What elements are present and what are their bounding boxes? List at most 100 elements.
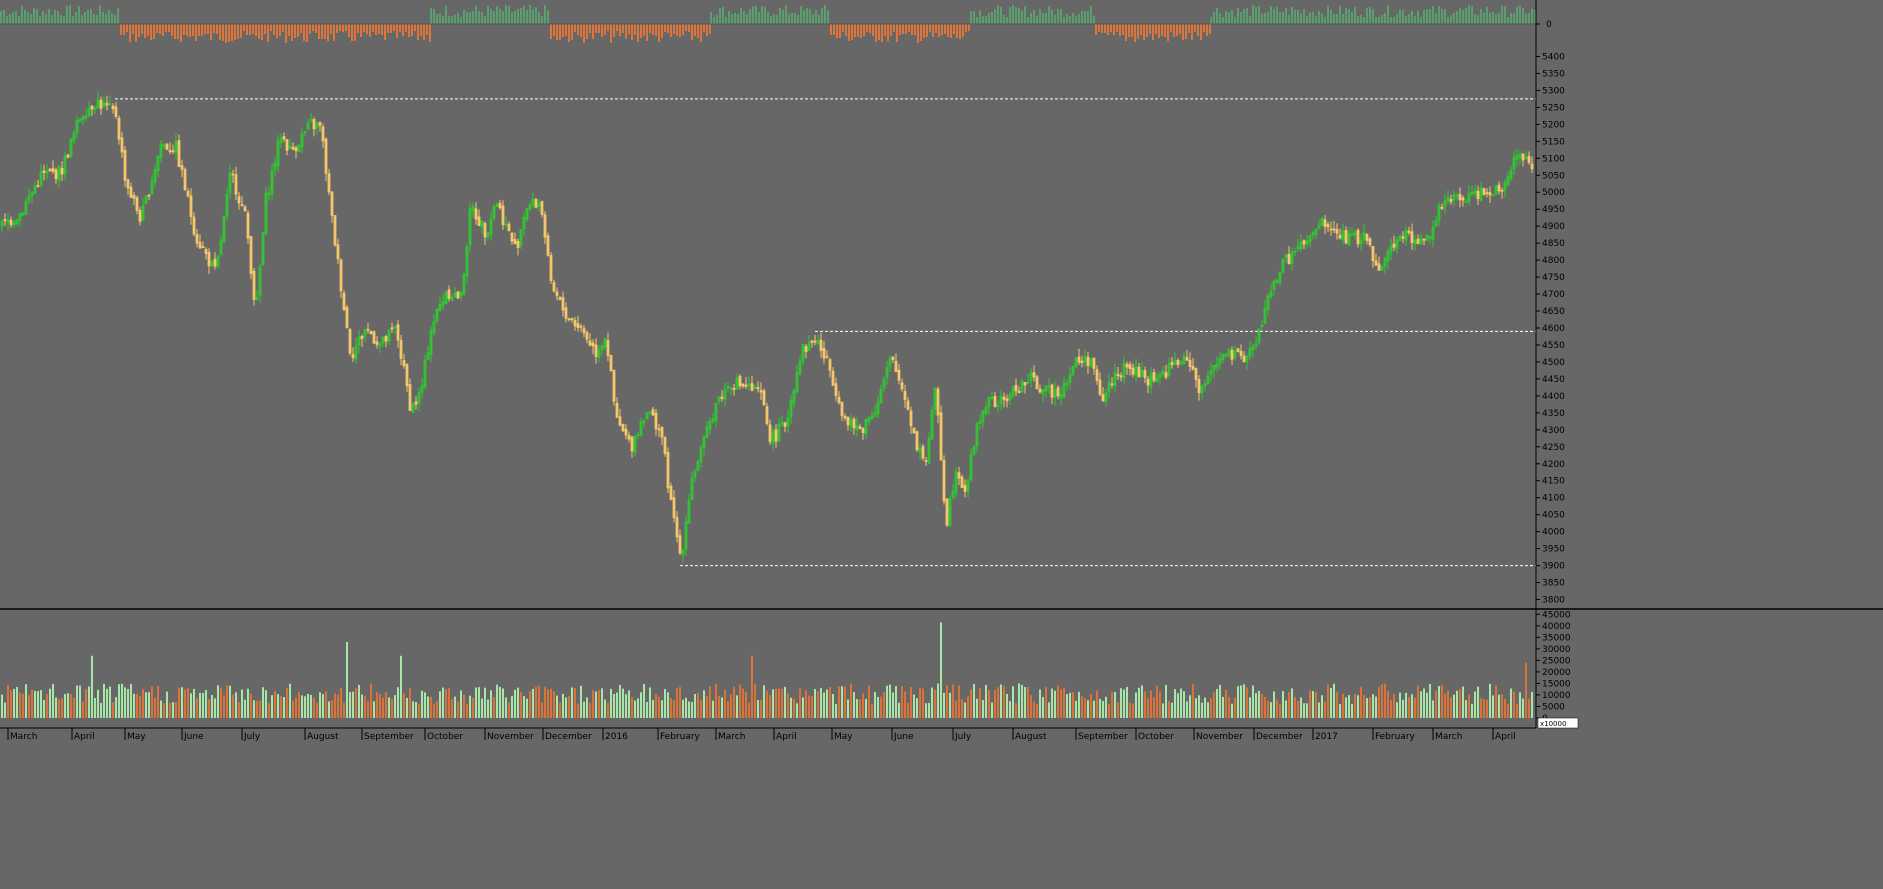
candle-body xyxy=(255,296,259,300)
candlestick xyxy=(726,382,730,393)
candle-body xyxy=(522,216,526,230)
candlestick xyxy=(258,263,262,304)
histogram-bar xyxy=(102,12,104,24)
candlestick xyxy=(57,164,61,188)
candle-body xyxy=(1371,245,1375,262)
candle-body xyxy=(1443,200,1447,207)
volume-bar xyxy=(706,696,708,718)
histogram-bar xyxy=(1489,13,1491,24)
volume-bar xyxy=(1447,690,1449,718)
candle-body xyxy=(54,169,58,180)
histogram-bar xyxy=(457,13,459,24)
candlestick xyxy=(108,95,112,106)
candle-body xyxy=(294,147,298,152)
volume-bar xyxy=(1147,698,1149,718)
candlestick xyxy=(255,290,259,302)
candlestick xyxy=(1269,283,1273,300)
volume-bar xyxy=(88,686,90,718)
candle-body xyxy=(528,204,532,210)
histogram-bar xyxy=(1276,7,1278,24)
volume-bar xyxy=(976,698,978,718)
histogram-bar xyxy=(917,24,919,43)
candlestick xyxy=(492,203,496,221)
candle-body xyxy=(636,433,640,437)
histogram-bar xyxy=(72,16,74,24)
candle-body xyxy=(1500,189,1504,192)
volume-bar xyxy=(766,690,768,718)
candlestick xyxy=(1287,246,1291,265)
histogram-bar xyxy=(610,24,612,43)
candle-body xyxy=(333,215,337,246)
candle-body xyxy=(546,235,550,256)
candlestick xyxy=(936,386,940,424)
candle-body xyxy=(627,435,631,440)
candle-body xyxy=(273,163,277,170)
candle-body xyxy=(1326,224,1330,228)
candlestick xyxy=(981,409,985,428)
candle-body xyxy=(417,392,421,404)
price-tick-label: 4100 xyxy=(1542,494,1565,504)
histogram-bar xyxy=(1369,7,1371,24)
volume-bar xyxy=(1456,690,1458,718)
candlestick xyxy=(303,130,307,137)
candlestick xyxy=(447,285,451,302)
histogram-bar xyxy=(1264,13,1266,24)
volume-bar xyxy=(739,684,741,718)
histogram-bar xyxy=(1297,10,1299,24)
volume-bar xyxy=(1027,686,1029,718)
candlestick xyxy=(495,201,499,208)
candle-body xyxy=(162,144,166,147)
volume-bar xyxy=(1486,699,1488,718)
candlestick xyxy=(1233,344,1237,361)
volume-bar xyxy=(1177,693,1179,718)
candle-body xyxy=(132,194,136,199)
histogram-bar xyxy=(1063,17,1065,24)
volume-bar xyxy=(850,683,852,718)
volume-bar xyxy=(1339,704,1341,718)
candle-body xyxy=(1074,357,1078,367)
histogram-bar xyxy=(454,15,456,24)
histogram-bar xyxy=(1101,24,1103,33)
histogram-bar xyxy=(1504,6,1506,24)
volume-bar xyxy=(637,698,639,718)
histogram-bar xyxy=(514,11,516,24)
histogram-bar xyxy=(1219,13,1221,24)
candle-body xyxy=(9,219,13,226)
candlestick xyxy=(939,405,943,462)
volume-bar xyxy=(1426,692,1428,718)
histogram-bar xyxy=(1209,24,1211,34)
candle-body xyxy=(1215,363,1219,368)
histogram-bar xyxy=(1048,6,1050,24)
histogram-bar xyxy=(839,24,841,38)
candle-body xyxy=(582,328,586,334)
candle-body xyxy=(1398,235,1402,241)
candlestick xyxy=(798,355,802,376)
candle-body xyxy=(1194,367,1198,380)
candlestick xyxy=(1329,221,1333,236)
candlestick xyxy=(1491,194,1495,197)
candlestick xyxy=(285,138,289,156)
candle-body xyxy=(1308,235,1312,243)
volume-bar xyxy=(1444,693,1446,718)
candlestick xyxy=(690,471,694,500)
candlestick xyxy=(1278,271,1282,286)
candlestick xyxy=(1386,248,1390,270)
candle-body xyxy=(1491,194,1495,197)
candle-body xyxy=(1428,236,1432,239)
histogram-bar xyxy=(120,24,122,35)
histogram-bar xyxy=(1516,7,1518,24)
volume-bar xyxy=(442,687,444,718)
candlestick xyxy=(669,482,673,501)
candlestick xyxy=(1401,231,1405,243)
histogram-bar xyxy=(159,24,161,34)
candle-body xyxy=(1176,360,1180,365)
candle-body xyxy=(93,106,97,110)
candle-body xyxy=(1104,392,1108,403)
candle-body xyxy=(411,403,415,413)
candlestick xyxy=(297,143,301,153)
histogram-bar xyxy=(1015,7,1017,24)
candlestick xyxy=(231,169,235,183)
histogram-bar xyxy=(375,24,377,35)
histogram-bar xyxy=(622,24,624,33)
histogram-bar xyxy=(887,24,889,41)
